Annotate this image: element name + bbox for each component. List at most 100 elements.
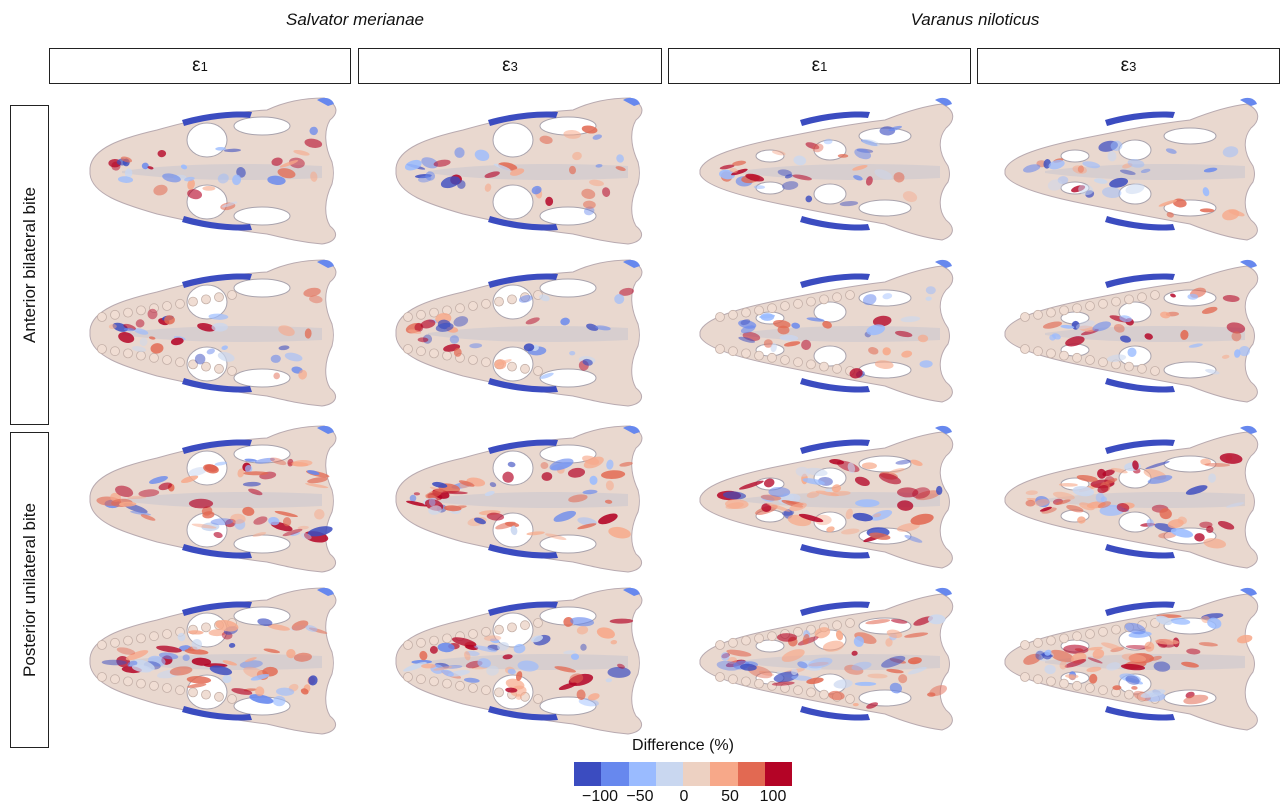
strain-patch: [116, 647, 136, 655]
strain-patch: [224, 148, 241, 153]
strain-patch: [495, 521, 516, 530]
strain-patch: [1100, 496, 1108, 503]
strain-patch: [1121, 653, 1147, 663]
strain-patch: [1119, 315, 1133, 323]
strain-patch: [1127, 159, 1145, 168]
skull-fenestra: [1163, 127, 1217, 145]
tooth: [136, 633, 146, 644]
strain-patch: [191, 523, 217, 529]
strain-patch: [719, 164, 735, 170]
strain-patch: [255, 686, 265, 697]
tooth: [728, 309, 738, 320]
blue-accent: [800, 439, 870, 454]
strain-patch: [138, 489, 160, 497]
strain-patch: [772, 150, 786, 156]
tooth: [1059, 305, 1069, 316]
strain-patch: [425, 171, 436, 181]
strain-patch: [1092, 649, 1105, 659]
strain-patch: [203, 464, 219, 474]
strain-patch: [531, 185, 542, 195]
strain-patch: [1065, 336, 1085, 347]
strain-patch: [409, 494, 417, 502]
strain-patch: [793, 155, 807, 166]
strain-patch: [540, 461, 549, 470]
skull-fenestra: [813, 139, 847, 161]
strain-patch: [249, 694, 274, 704]
strain-patch: [304, 138, 323, 148]
strain-patch: [604, 499, 613, 504]
skull-fenestra: [539, 278, 597, 298]
tooth: [188, 687, 198, 698]
blue-accent: [182, 601, 252, 616]
row-header-posterior: Posterior unilateral bite: [10, 432, 49, 748]
strain-patch: [847, 462, 856, 474]
tooth: [188, 296, 198, 307]
tooth: [507, 294, 517, 305]
tooth: [214, 691, 224, 702]
tooth: [1111, 296, 1121, 307]
strain-patch: [1093, 178, 1108, 184]
blue-accent: [1105, 601, 1175, 616]
strain-patch: [1078, 184, 1094, 196]
strain-patch: [1159, 508, 1172, 520]
strain-patch: [421, 157, 439, 169]
strain-patch: [117, 176, 134, 183]
strain-patch: [147, 308, 158, 320]
strain-patch: [1106, 662, 1121, 671]
strain-patch: [539, 294, 550, 302]
strain-patch: [162, 173, 181, 183]
strain-patch: [824, 488, 834, 493]
strain-patch: [601, 470, 626, 479]
tooth: [806, 687, 816, 698]
strain-patch: [310, 171, 318, 182]
strain-patch: [150, 343, 164, 354]
tooth: [1137, 292, 1147, 303]
blue-accent: [488, 378, 558, 393]
strain-patch: [1158, 532, 1177, 539]
strain-patch: [539, 372, 554, 379]
skull-varanus-e3-posterior-dorsal: [985, 418, 1280, 580]
tooth: [819, 361, 829, 372]
strain-patch: [553, 510, 577, 522]
strain-patch: [1199, 521, 1213, 528]
blue-accent: [488, 273, 558, 288]
strain-patch: [510, 168, 525, 176]
blue-accent: [317, 587, 334, 596]
tooth: [1150, 366, 1160, 376]
strain-patch: [497, 642, 509, 651]
strain-patch: [851, 650, 858, 656]
strain-patch: [254, 457, 275, 464]
strain-patch: [531, 635, 543, 643]
strain-patch: [563, 650, 576, 655]
strain-patch: [927, 614, 946, 625]
strain-patch: [169, 666, 193, 676]
tooth: [533, 366, 543, 376]
strain-patch: [187, 189, 203, 200]
strain-patch: [898, 674, 908, 684]
blue-accent: [182, 544, 252, 559]
skull-fenestra: [492, 184, 534, 220]
strain-patch: [740, 319, 751, 326]
strain-patch: [791, 675, 813, 681]
strain-patch: [1144, 641, 1155, 652]
strain-patch: [1238, 345, 1250, 357]
strain-patch: [851, 661, 872, 671]
skull-varanus-e3-posterior-ventral: [985, 580, 1280, 742]
strain-patch: [581, 188, 596, 199]
strain-patch: [1105, 478, 1118, 484]
blue-accent: [1240, 587, 1257, 596]
strain-patch: [727, 656, 738, 665]
strain-patch: [1119, 169, 1136, 175]
strain-patch: [230, 513, 246, 524]
tooth: [455, 303, 465, 314]
column-symbol: ε: [502, 55, 511, 76]
strain-patch: [888, 125, 902, 132]
skull-salvator-e3-posterior-dorsal: [368, 418, 668, 580]
strain-patch: [206, 348, 215, 355]
strain-patch: [1158, 199, 1178, 207]
strain-patch: [406, 500, 428, 507]
strain-patch: [453, 316, 469, 327]
strain-patch: [217, 173, 229, 184]
strain-patch: [1155, 638, 1179, 645]
